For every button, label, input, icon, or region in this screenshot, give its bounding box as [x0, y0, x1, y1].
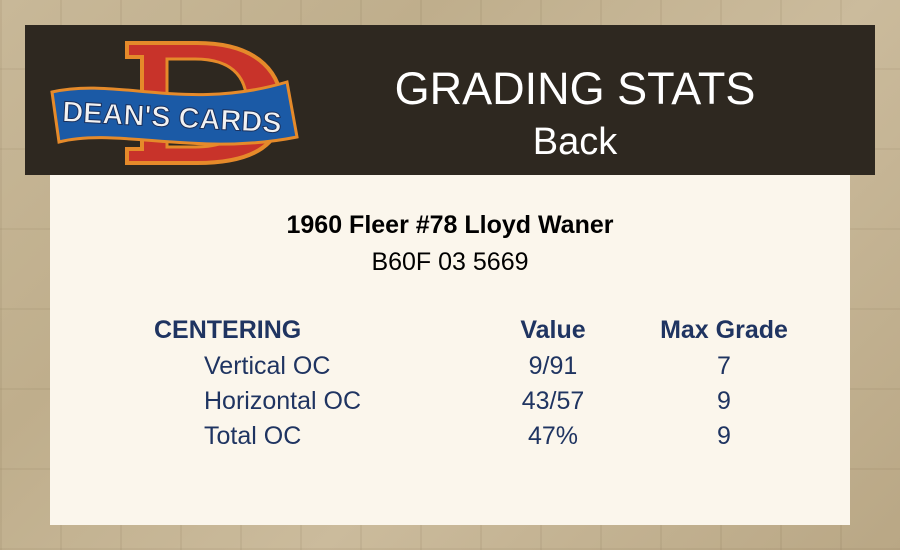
row-max-grade: 9 — [717, 387, 731, 415]
header-banner: DEAN'S CARDS GRADING STATS Back — [25, 25, 875, 175]
page-subtitle: Back — [532, 121, 618, 163]
deans-cards-logo: DEAN'S CARDS — [50, 41, 299, 165]
cert-number: B60F 03 5669 — [371, 248, 529, 276]
page-title: GRADING STATS — [394, 63, 756, 114]
row-max-grade: 7 — [717, 352, 731, 380]
header-value: Value — [520, 316, 586, 344]
header-max-grade: Max Grade — [660, 316, 788, 344]
stats-panel: 1960 Fleer #78 Lloyd Waner B60F 03 5669 … — [50, 175, 850, 525]
row-value: 9/91 — [528, 352, 578, 380]
row-label: Total OC — [204, 422, 302, 450]
row-value: 47% — [527, 422, 579, 450]
row-label: Vertical OC — [204, 352, 331, 380]
header-centering: CENTERING — [154, 316, 302, 344]
row-value: 43/57 — [521, 387, 585, 415]
row-label: Horizontal OC — [204, 387, 361, 415]
row-max-grade: 9 — [717, 422, 731, 450]
card-name: 1960 Fleer #78 Lloyd Waner — [286, 211, 614, 239]
